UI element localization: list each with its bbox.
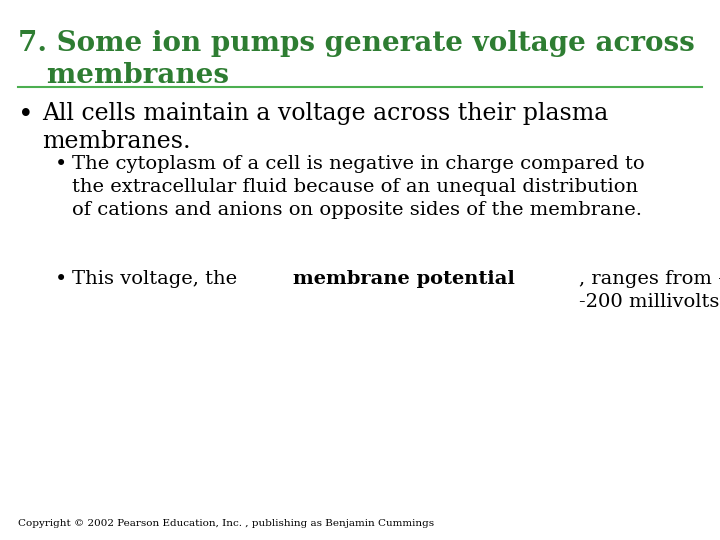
Text: •: • bbox=[55, 270, 67, 289]
Text: All cells maintain a voltage across their plasma
membranes.: All cells maintain a voltage across thei… bbox=[42, 102, 608, 153]
Text: 7. Some ion pumps generate voltage across
   membranes: 7. Some ion pumps generate voltage acros… bbox=[18, 30, 695, 89]
Text: The cytoplasm of a cell is negative in charge compared to
the extracellular flui: The cytoplasm of a cell is negative in c… bbox=[72, 155, 644, 219]
Text: , ranges from -50 to
-200 millivolts.: , ranges from -50 to -200 millivolts. bbox=[580, 270, 720, 311]
Text: This voltage, the: This voltage, the bbox=[72, 270, 243, 288]
Text: Copyright © 2002 Pearson Education, Inc. , publishing as Benjamin Cummings: Copyright © 2002 Pearson Education, Inc.… bbox=[18, 519, 434, 528]
Text: •: • bbox=[55, 155, 67, 174]
Text: •: • bbox=[18, 102, 34, 127]
Text: membrane potential: membrane potential bbox=[293, 270, 515, 288]
